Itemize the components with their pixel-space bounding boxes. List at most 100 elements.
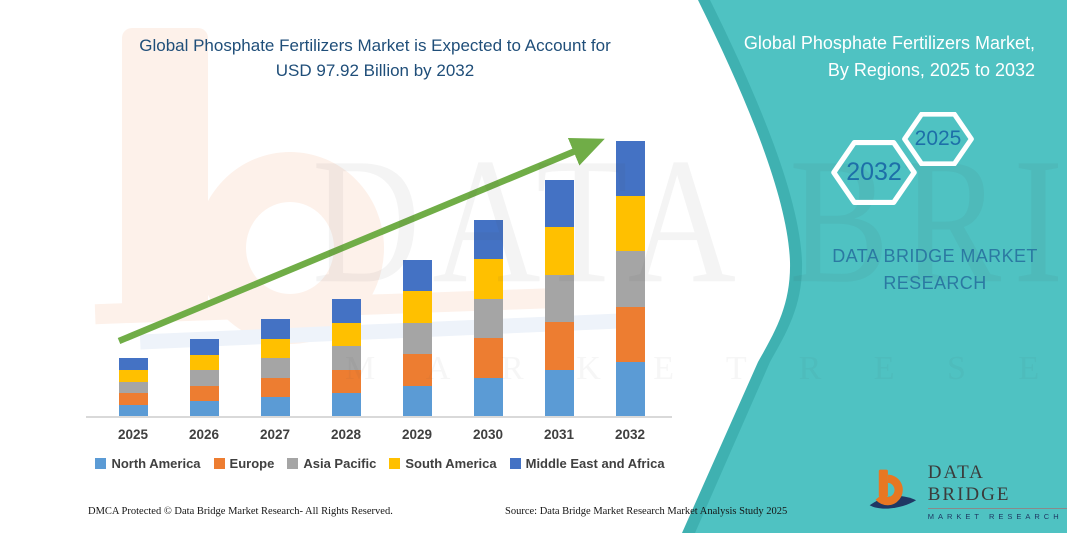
bar-segment-north-america — [331, 393, 361, 417]
legend-color-swatch — [287, 458, 299, 469]
bar-segment-europe — [615, 306, 645, 362]
bar-segment-asia-pacific — [615, 251, 645, 307]
hexagon-outline-icon — [831, 140, 917, 205]
bar-segment-europe — [189, 385, 219, 402]
bar-segment-asia-pacific — [260, 358, 290, 378]
x-axis-label-2027: 2027 — [259, 427, 291, 442]
data-bridge-b-icon — [869, 469, 917, 509]
bar-segment-middle-east-and-africa — [402, 260, 432, 292]
bar-segment-north-america — [544, 369, 574, 418]
x-axis-label-2026: 2026 — [188, 427, 220, 442]
chart-title-line2: USD 97.92 Billion by 2032 — [275, 60, 475, 80]
legend-color-swatch — [213, 458, 225, 469]
legend-item-middle-east-and-africa: Middle East and Africa — [509, 456, 665, 471]
x-axis-label-2032: 2032 — [614, 427, 646, 442]
bar-segment-middle-east-and-africa — [544, 180, 574, 228]
legend-label: Middle East and Africa — [525, 456, 665, 471]
bar-2025 — [118, 358, 148, 417]
logo-divider — [927, 508, 1067, 509]
logo-tagline: MARKET RESEARCH — [927, 512, 1063, 521]
legend-label: Asia Pacific — [303, 456, 377, 471]
legend-label: North America — [111, 456, 201, 471]
x-axis-label-2030: 2030 — [472, 427, 504, 442]
data-bridge-watermark-text: DATA BRIDGE — [312, 121, 1067, 321]
hexagon-2032: 2032 — [830, 140, 918, 205]
footer-dmca-text: DMCA Protected © Data Bridge Market Rese… — [88, 506, 393, 517]
panel-title: Global Phosphate Fertilizers Market, By … — [675, 30, 1035, 84]
bar-segment-europe — [118, 393, 148, 406]
bar-segment-asia-pacific — [331, 346, 361, 370]
chart-title-line1: Global Phosphate Fertilizers Market is E… — [139, 36, 611, 55]
legend-label: Europe — [229, 456, 275, 471]
pale-b-watermark-stem — [122, 28, 208, 318]
panel-title-line2: By Regions, 2025 to 2032 — [827, 60, 1035, 80]
bar-segment-middle-east-and-africa — [615, 141, 645, 197]
bar-segment-asia-pacific — [402, 322, 432, 355]
bar-2027 — [260, 319, 290, 417]
hexagon-2025-label: 2025 — [914, 127, 962, 150]
footer-source-text: Source: Data Bridge Market Research Mark… — [505, 506, 788, 517]
bar-segment-middle-east-and-africa — [473, 220, 503, 260]
chart-legend: North America Europe Asia Pacific South Ame… — [85, 456, 675, 471]
bar-segment-north-america — [402, 385, 432, 417]
bar-segment-south-america — [189, 354, 219, 371]
bar-segment-europe — [473, 338, 503, 378]
legend-color-swatch — [389, 458, 401, 469]
hexagon-outline-icon — [902, 112, 974, 166]
bar-segment-south-america — [544, 227, 574, 275]
panel-title-line1: Global Phosphate Fertilizers Market, — [743, 33, 1035, 53]
bar-segment-asia-pacific — [189, 370, 219, 386]
x-axis-label-2025: 2025 — [117, 427, 149, 442]
bar-segment-europe — [331, 369, 361, 394]
bar-segment-south-america — [260, 338, 290, 359]
bar-2029 — [402, 260, 432, 417]
bar-2026 — [189, 339, 219, 418]
bar-segment-south-america — [331, 322, 361, 347]
x-axis-label-2031: 2031 — [543, 427, 575, 442]
legend-item-asia-pacific: Asia Pacific — [287, 456, 376, 471]
bar-segment-middle-east-and-africa — [189, 339, 219, 355]
legend-color-swatch — [95, 458, 107, 469]
bar-segment-north-america — [189, 401, 219, 418]
bar-segment-asia-pacific — [473, 298, 503, 339]
hexagon-2025: 2025 — [902, 112, 974, 166]
legend-label: South America — [405, 456, 497, 471]
bar-segment-north-america — [615, 361, 645, 417]
logo-name: DATA BRIDGE — [927, 462, 1011, 505]
bar-segment-asia-pacific — [118, 381, 148, 394]
market-research-watermark-text: M A R K E T R E S E A R C H — [345, 350, 1067, 387]
hexagon-2032-label: 2032 — [846, 158, 902, 186]
bar-2028 — [331, 299, 361, 417]
bar-segment-middle-east-and-africa — [331, 299, 361, 323]
bar-segment-south-america — [473, 259, 503, 299]
brand-line2: RESEARCH — [883, 273, 987, 293]
bar-segment-south-america — [402, 291, 432, 323]
bar-segment-europe — [260, 377, 290, 398]
bar-2031 — [544, 180, 574, 418]
bar-segment-north-america — [473, 377, 503, 417]
bar-segment-north-america — [260, 397, 290, 417]
bar-segment-north-america — [118, 405, 148, 417]
bar-segment-europe — [544, 322, 574, 370]
x-axis-label-2028: 2028 — [330, 427, 362, 442]
bar-segment-south-america — [615, 196, 645, 252]
legend-color-swatch — [509, 458, 521, 469]
bar-segment-europe — [402, 354, 432, 386]
legend-item-south-america: South America — [389, 456, 497, 471]
legend-item-europe: Europe — [213, 456, 275, 471]
x-axis-label-2029: 2029 — [401, 427, 433, 442]
brand-line1: DATA BRIDGE MARKET — [832, 246, 1038, 266]
brand-wordmark: DATA BRIDGE MARKET RESEARCH — [812, 243, 1058, 297]
legend-item-north-america: North America — [95, 456, 201, 471]
bar-segment-middle-east-and-africa — [260, 319, 290, 339]
bar-2030 — [473, 220, 503, 417]
chart-title: Global Phosphate Fertilizers Market is E… — [60, 34, 690, 83]
bar-2032 — [615, 141, 645, 417]
data-bridge-logo: DATA BRIDGE MARKET RESEARCH — [868, 462, 1067, 521]
bar-segment-south-america — [118, 369, 148, 382]
bar-segment-middle-east-and-africa — [118, 358, 148, 370]
